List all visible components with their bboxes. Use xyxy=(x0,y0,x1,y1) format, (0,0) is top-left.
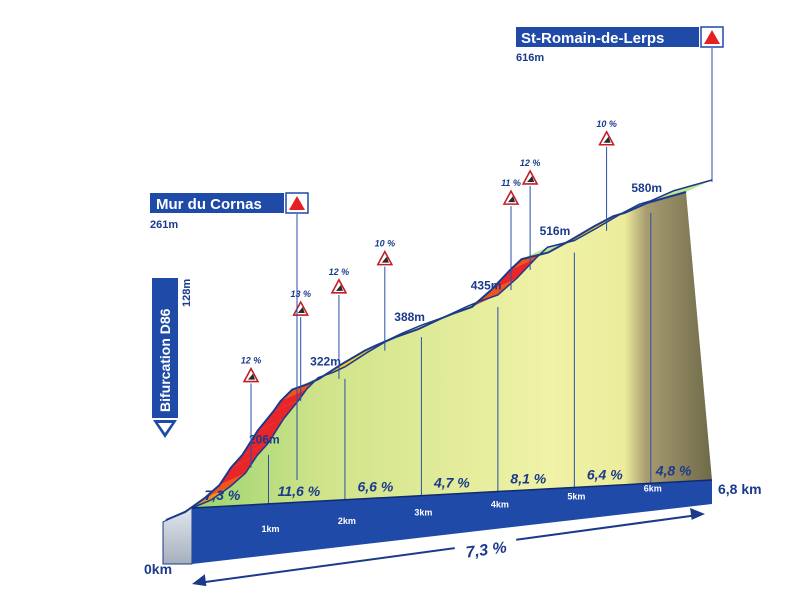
band-strip xyxy=(219,455,257,486)
overall-gradient-label: 7,3 % xyxy=(465,539,508,561)
steep-gradient-icon xyxy=(521,169,539,185)
climb-name: Mur du Cornas xyxy=(156,196,262,213)
max-gradient-label: 12 % xyxy=(329,267,350,277)
max-gradient-label: 12 % xyxy=(520,158,541,168)
band-strip xyxy=(230,442,269,468)
steep-gradient-inner xyxy=(507,196,515,203)
segment-gradients: 7,3 % 11,6 % 6,6 % 4,7 % 8,1 % 6,4 % 4,8 % xyxy=(205,463,693,503)
base-left-cap xyxy=(162,507,193,565)
end-km-label: 6,8 km xyxy=(718,481,762,497)
steep-gradient-inner xyxy=(603,136,611,143)
base-bar-edge xyxy=(191,479,713,509)
summit-icon xyxy=(704,30,720,44)
max-gradient-label: 12 % xyxy=(241,356,262,366)
steep-gradient-icon xyxy=(242,366,260,383)
segment-gradient-label: 4,8 % xyxy=(655,463,692,479)
km-tick-label: 6km xyxy=(644,483,662,493)
altitude-label: 322m xyxy=(310,355,341,369)
overall-gradient-arrow: 7,3 % xyxy=(192,507,705,587)
start-point-altitude: 128m xyxy=(181,279,193,307)
steep-gradient-inner xyxy=(247,373,255,380)
segment-gradient-label: 11,6 % xyxy=(278,483,321,499)
steep-gradient-inner xyxy=(527,175,535,182)
km-tick-label: 1km xyxy=(261,524,279,534)
segment-gradient-label: 6,4 % xyxy=(587,466,623,482)
max-gradient-label: 10 % xyxy=(596,119,617,129)
climb-altitude: 616m xyxy=(516,52,544,64)
steep-gradient-inner xyxy=(335,284,343,291)
start-km-label: 0km xyxy=(144,561,172,577)
altitude-label: 206m xyxy=(249,433,280,447)
segment-gradient-label: 8,1 % xyxy=(510,470,546,486)
max-gradient-label: 11 % xyxy=(501,178,521,188)
profile-area xyxy=(166,192,712,520)
climb-altitude: 261m xyxy=(150,219,178,231)
start-point-name: Bifurcation D86 xyxy=(157,308,173,412)
band-strip xyxy=(204,473,246,499)
segment-gradient-label: 7,3 % xyxy=(205,487,241,503)
profile-line-back xyxy=(191,179,713,509)
segment-gradient-label: 4,7 % xyxy=(433,475,470,491)
max-gradient-label: 13 % xyxy=(290,289,311,299)
altitude-labels: 206m 322m 388m 435m 516m 580m xyxy=(249,181,662,446)
start-point-label: Bifurcation D86 128m xyxy=(152,278,193,438)
steep-gradient-inner xyxy=(297,307,305,314)
km-labels: 1km 2km 3km 4km 5km 6km xyxy=(261,483,661,534)
segment-gradient-label: 6,6 % xyxy=(357,479,393,495)
steep-gradient-icon xyxy=(376,249,394,266)
climb-label-st-romain: St-Romain-de-Lerps 616m xyxy=(516,26,724,64)
max-gradient-label: 10 % xyxy=(375,239,396,249)
km-tick-label: 5km xyxy=(567,491,585,501)
band-strip xyxy=(257,399,300,431)
steep-gradient-icon xyxy=(502,189,520,205)
km-tick-label: 3km xyxy=(414,508,432,518)
altitude-label: 435m xyxy=(471,279,502,293)
steep-gradient-inner xyxy=(381,256,389,263)
altitude-label: 580m xyxy=(631,181,662,195)
band-strip xyxy=(490,257,537,291)
steep-gradient-icon xyxy=(330,278,348,294)
km-tick-label: 2km xyxy=(338,516,356,526)
summit-icon xyxy=(289,196,305,210)
altitude-label: 516m xyxy=(540,224,571,238)
altitude-label: 388m xyxy=(394,310,425,324)
band-strip xyxy=(242,418,284,455)
climb-name: St-Romain-de-Lerps xyxy=(521,30,664,47)
max-gradient-markers: 12 % 13 % 12 % 10 % 11 % 12 % 10 % xyxy=(241,119,617,468)
band-strip xyxy=(647,180,712,203)
km-tick-label: 4km xyxy=(491,500,509,510)
climb-label-mur-du-cornas: Mur du Cornas 261m xyxy=(150,192,309,231)
steep-gradient-icon xyxy=(598,130,615,146)
band-strip xyxy=(273,389,307,412)
steep-gradient-icon xyxy=(292,300,310,316)
km-separators xyxy=(267,212,652,504)
